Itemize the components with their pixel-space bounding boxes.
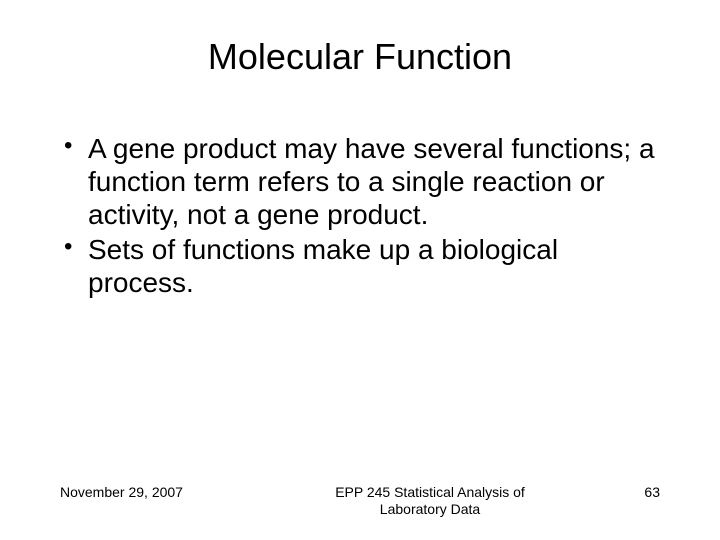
footer-course-line1: EPP 245 Statistical Analysis of <box>335 484 525 500</box>
bullet-list: A gene product may have several function… <box>60 132 660 299</box>
footer-course-line2: Laboratory Data <box>380 501 480 517</box>
footer-page-number: 63 <box>600 484 660 500</box>
footer-date: November 29, 2007 <box>60 484 260 500</box>
slide-title: Molecular Function <box>60 36 660 78</box>
slide: Molecular Function A gene product may ha… <box>0 0 720 540</box>
bullet-item: Sets of functions make up a biological p… <box>60 233 660 299</box>
bullet-item: A gene product may have several function… <box>60 132 660 231</box>
footer-course: EPP 245 Statistical Analysis of Laborato… <box>260 484 600 518</box>
slide-footer: November 29, 2007 EPP 245 Statistical An… <box>0 484 720 518</box>
